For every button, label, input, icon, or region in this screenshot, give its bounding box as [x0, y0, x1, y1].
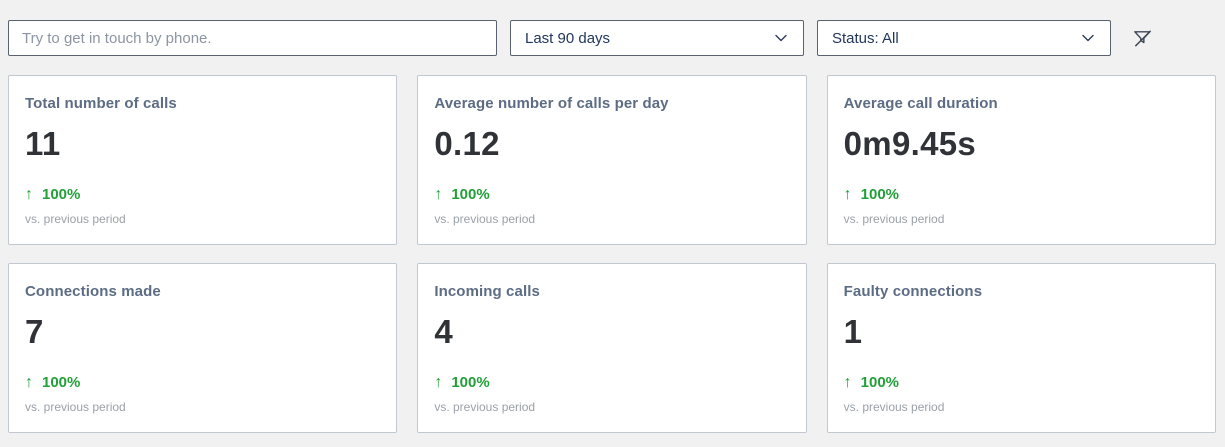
search-input[interactable] — [8, 20, 497, 56]
stat-card: Average call duration 0m9.45s ↑ 100% vs.… — [826, 75, 1216, 245]
status-select[interactable]: Status: All — [817, 20, 1111, 56]
stat-card: Total number of calls 11 ↑ 100% vs. prev… — [8, 75, 398, 245]
card-title: Total number of calls — [25, 95, 177, 112]
card-delta-value: 100% — [42, 374, 81, 392]
chevron-down-icon — [773, 30, 789, 46]
arrow-up-icon: ↑ — [843, 373, 852, 391]
card-title: Connections made — [25, 283, 161, 300]
card-caption: vs. previous period — [25, 211, 126, 226]
period-select[interactable]: Last 90 days — [510, 20, 804, 56]
stat-card: Incoming calls 4 ↑ 100% vs. previous per… — [417, 263, 807, 433]
card-value: 0m9.45s — [843, 125, 977, 162]
card-caption: vs. previous period — [843, 211, 945, 226]
card-delta: ↑ 100% — [844, 374, 1199, 392]
filter-off-icon — [1131, 27, 1154, 50]
status-select-value: Status: All — [832, 29, 899, 47]
card-delta: ↑ 100% — [844, 186, 1199, 204]
stat-card: Connections made 7 ↑ 100% vs. previous p… — [8, 263, 398, 433]
card-delta-value: 100% — [860, 374, 900, 392]
cards-grid: Total number of calls 11 ↑ 100% vs. prev… — [8, 75, 1216, 433]
card-title: Incoming calls — [434, 283, 540, 300]
arrow-up-icon: ↑ — [25, 185, 33, 203]
arrow-up-icon: ↑ — [843, 185, 852, 203]
card-caption: vs. previous period — [434, 399, 536, 414]
card-caption: vs. previous period — [25, 399, 126, 414]
card-title: Average number of calls per day — [434, 95, 669, 112]
period-select-value: Last 90 days — [525, 29, 611, 47]
card-value: 7 — [25, 313, 44, 350]
chevron-down-icon — [1080, 30, 1096, 46]
arrow-up-icon: ↑ — [25, 373, 33, 391]
card-delta: ↑ 100% — [25, 374, 380, 392]
stat-card: Average number of calls per day 0.12 ↑ 1… — [417, 75, 807, 245]
clear-filters-button[interactable] — [1128, 24, 1156, 52]
card-value: 0.12 — [434, 125, 500, 162]
card-caption: vs. previous period — [434, 211, 536, 226]
card-delta-value: 100% — [451, 186, 490, 204]
card-delta-value: 100% — [451, 374, 490, 392]
card-title: Faulty connections — [843, 283, 983, 300]
arrow-up-icon: ↑ — [434, 373, 443, 391]
card-delta: ↑ 100% — [25, 186, 380, 204]
card-delta: ↑ 100% — [434, 374, 789, 392]
card-title: Average call duration — [843, 95, 998, 112]
card-value: 11 — [25, 125, 61, 162]
card-delta: ↑ 100% — [434, 186, 789, 204]
arrow-up-icon: ↑ — [434, 185, 443, 203]
filters-toolbar: Last 90 days Status: All — [0, 0, 1225, 56]
card-value: 4 — [434, 313, 453, 350]
card-value: 1 — [843, 313, 863, 350]
card-delta-value: 100% — [42, 186, 81, 204]
card-delta-value: 100% — [860, 186, 900, 204]
card-caption: vs. previous period — [843, 399, 945, 414]
stat-card: Faulty connections 1 ↑ 100% vs. previous… — [826, 263, 1216, 433]
